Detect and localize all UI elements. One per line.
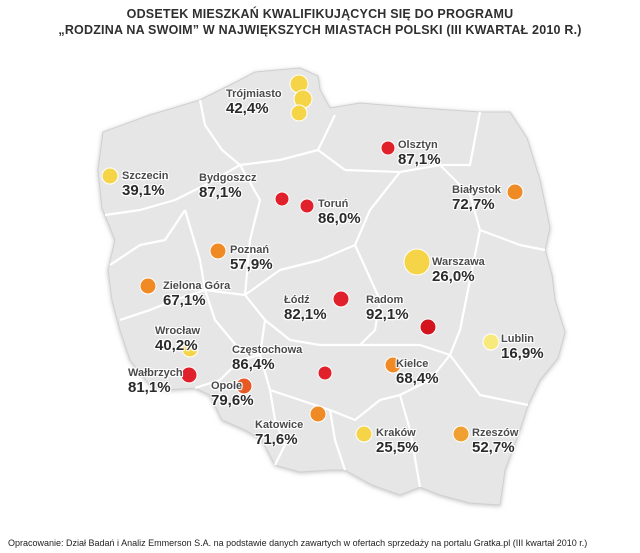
city-value: 92,1% <box>366 306 409 323</box>
city-name: Rzeszów <box>472 427 519 439</box>
city-name: Trójmiasto <box>226 88 282 100</box>
label-wroclaw: Wrocław 40,2% <box>155 325 200 355</box>
marker-rzeszow <box>452 425 470 443</box>
city-name: Radom <box>366 294 404 306</box>
city-value: 67,1% <box>163 292 206 309</box>
marker-warszawa <box>403 248 431 276</box>
city-value: 79,6% <box>211 392 254 409</box>
label-zielona-gora: Zielona Góra 67,1% <box>163 280 230 310</box>
city-value: 26,0% <box>432 268 475 285</box>
city-value: 72,7% <box>452 196 495 213</box>
source-note: Opracowanie: Dział Badań i Analiz Emmers… <box>8 538 588 548</box>
map-title: ODSETEK MIESZKAŃ KWALIFIKUJĄCYCH SIĘ DO … <box>0 6 640 38</box>
city-name: Lublin <box>501 333 534 345</box>
city-value: 39,1% <box>122 182 165 199</box>
city-name: Wrocław <box>155 325 201 337</box>
marker-poznan <box>209 242 227 260</box>
marker-trojmiasto-3 <box>290 104 308 122</box>
city-name: Kielce <box>396 358 429 370</box>
city-name: Toruń <box>318 198 349 210</box>
title-line-2: „RODZINA NA SWOIM” W NAJWIĘKSZYCH MIASTA… <box>58 23 582 37</box>
label-olsztyn: Olsztyn 87,1% <box>398 139 441 169</box>
city-value: 86,0% <box>318 210 361 227</box>
city-value: 40,2% <box>155 337 198 354</box>
city-name: Kraków <box>376 427 416 439</box>
marker-torun <box>299 198 315 214</box>
label-bydgoszcz: Bydgoszcz 87,1% <box>199 172 256 202</box>
city-name: Wałbrzych <box>128 367 183 379</box>
city-value: 57,9% <box>230 256 273 273</box>
marker-lublin <box>482 333 500 351</box>
city-name: Częstochowa <box>232 344 303 356</box>
city-value: 87,1% <box>199 184 242 201</box>
marker-walbrzych <box>180 366 198 384</box>
label-katowice: Katowice 71,6% <box>255 419 303 449</box>
poland-outline <box>97 67 566 506</box>
label-kielce: Kielce 68,4% <box>396 358 439 388</box>
marker-bialystok <box>506 183 524 201</box>
marker-opole <box>235 377 253 395</box>
marker-krakow <box>355 425 373 443</box>
city-name: Opole <box>211 380 243 392</box>
city-name: Bydgoszcz <box>199 172 257 184</box>
city-value: 25,5% <box>376 439 419 456</box>
city-name: Łódź <box>284 294 310 306</box>
label-warszawa: Warszawa 26,0% <box>432 256 485 286</box>
marker-wroclaw <box>181 340 199 358</box>
city-value: 87,1% <box>398 151 441 168</box>
marker-kielce <box>384 356 402 374</box>
label-poznan: Poznań 57,9% <box>230 244 273 274</box>
city-value: 52,7% <box>472 439 515 456</box>
city-name: Białystok <box>452 184 501 196</box>
label-torun: Toruń 86,0% <box>318 198 361 228</box>
city-name: Olsztyn <box>398 139 438 151</box>
city-name: Zielona Góra <box>163 280 231 292</box>
city-value: 81,1% <box>128 379 171 396</box>
label-bialystok: Białystok 72,7% <box>452 184 501 214</box>
city-value: 16,9% <box>501 345 544 362</box>
label-walbrzych: Wałbrzych 81,1% <box>128 367 183 397</box>
label-szczecin: Szczecin 39,1% <box>122 170 168 200</box>
label-lublin: Lublin 16,9% <box>501 333 544 363</box>
city-markers <box>101 74 524 443</box>
city-value: 86,4% <box>232 356 275 373</box>
marker-radom <box>419 318 437 336</box>
label-rzeszow: Rzeszów 52,7% <box>472 427 518 457</box>
city-value: 42,4% <box>226 100 269 117</box>
voivodeship-borders <box>104 99 546 488</box>
label-lodz: Łódź 82,1% <box>284 294 327 324</box>
label-krakow: Kraków 25,5% <box>376 427 419 457</box>
label-opole: Opole 79,6% <box>211 380 254 410</box>
city-name: Szczecin <box>122 170 169 182</box>
city-value: 82,1% <box>284 306 327 323</box>
marker-olsztyn <box>380 140 396 156</box>
marker-lodz <box>332 290 350 308</box>
marker-katowice <box>309 405 327 423</box>
city-value: 71,6% <box>255 431 298 448</box>
marker-czestochowa <box>317 365 333 381</box>
city-name: Katowice <box>255 419 304 431</box>
city-value: 68,4% <box>396 370 439 387</box>
city-name: Poznań <box>230 244 270 256</box>
city-name: Warszawa <box>432 256 485 268</box>
marker-zielona-gora <box>139 277 157 295</box>
label-radom: Radom 92,1% <box>366 294 409 324</box>
title-line-1: ODSETEK MIESZKAŃ KWALIFIKUJĄCYCH SIĘ DO … <box>126 7 514 21</box>
label-czestochowa: Częstochowa 86,4% <box>232 344 302 374</box>
marker-szczecin <box>101 167 119 185</box>
marker-bydgoszcz <box>274 191 290 207</box>
label-trojmiasto: Trójmiasto 42,4% <box>226 88 282 118</box>
